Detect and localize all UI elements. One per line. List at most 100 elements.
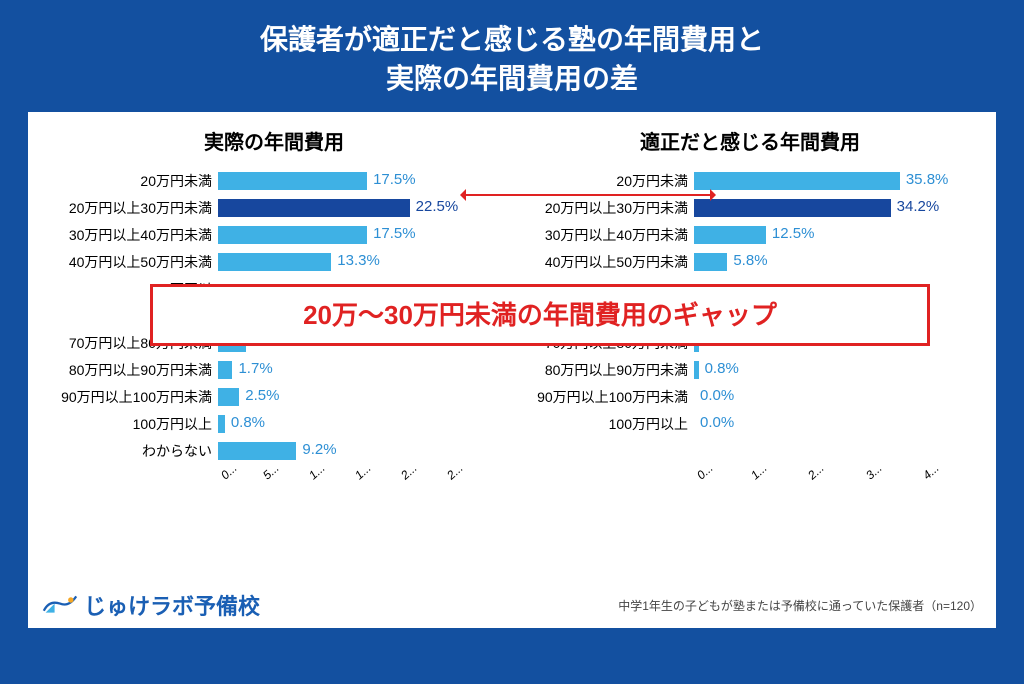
category-label: 30万円以上40万円未満 xyxy=(514,225,694,245)
axis-tick: 2... xyxy=(398,461,420,483)
category-label: 20万円未満 xyxy=(514,171,694,191)
axis-tick: 1... xyxy=(748,461,770,483)
axis-tick: 2... xyxy=(444,461,466,483)
category-label: 80万円以上90万円未満 xyxy=(514,360,694,380)
percent-label: 5.8% xyxy=(733,252,767,269)
table-row xyxy=(514,437,986,464)
bar-area: 9.2% xyxy=(218,440,510,462)
category-label: 80万円以上90万円未満 xyxy=(38,360,218,380)
bar-area: 12.5% xyxy=(694,224,986,246)
bar-area: 0.8% xyxy=(694,359,986,381)
category-label: わからない xyxy=(38,441,218,461)
percent-label: 22.5% xyxy=(416,198,459,215)
percent-label: 17.5% xyxy=(373,225,416,242)
bar xyxy=(218,442,296,460)
percent-label: 1.7% xyxy=(238,360,272,377)
bar xyxy=(694,199,891,217)
table-row: 100万円以上 0.0% xyxy=(514,410,986,437)
left-chart-title: 実際の年間費用 xyxy=(38,126,510,155)
callout-box: 20万〜30万円未満の年間費用のギャップ xyxy=(150,284,930,346)
percent-label: 0.8% xyxy=(705,360,739,377)
percent-label: 0.0% xyxy=(700,414,734,431)
logo-text: じゅけラボ予備校 xyxy=(84,589,260,621)
table-row: 20万円未満35.8% xyxy=(514,167,986,194)
bar-area: 2.5% xyxy=(218,386,510,408)
table-row: 20万円以上30万円未満 34.2% xyxy=(514,194,986,221)
footer-note: 中学1年生の子どもが塾または予備校に通っていた保護者（n=120） xyxy=(618,597,982,614)
bar xyxy=(218,226,367,244)
footer: じゅけラボ予備校 中学1年生の子どもが塾または予備校に通っていた保護者（n=12… xyxy=(28,582,996,628)
table-row: 20万円以上30万円未満 22.5% xyxy=(38,194,510,221)
bar-area: 5.8% xyxy=(694,251,986,273)
bar-area: 0.0% xyxy=(694,413,986,435)
right-axis: 0...1...2...3...4... xyxy=(694,470,986,496)
category-label: 20万円以上30万円未満 xyxy=(514,198,694,218)
bar-area: 13.3% xyxy=(218,251,510,273)
bar xyxy=(694,172,900,190)
title-line-1: 保護者が適正だと感じる塾の年間費用と xyxy=(260,24,764,55)
category-label: 40万円以上50万円未満 xyxy=(514,252,694,272)
table-row: わからない 9.2% xyxy=(38,437,510,464)
percent-label: 17.5% xyxy=(373,171,416,188)
table-row: 20万円未満 17.5% xyxy=(38,167,510,194)
percent-label: 0.0% xyxy=(700,387,734,404)
percent-label: 34.2% xyxy=(897,198,940,215)
bar xyxy=(694,253,727,271)
table-row: 90万円以上100万円未満 2.5% xyxy=(38,383,510,410)
callout-text: 20万〜30万円未満の年間費用のギャップ xyxy=(303,300,777,330)
category-label: 30万円以上40万円未満 xyxy=(38,225,218,245)
axis-tick: 3... xyxy=(863,461,885,483)
bar-area: 34.2% xyxy=(694,197,986,219)
percent-label: 2.5% xyxy=(245,387,279,404)
category-label: 100万円以上 xyxy=(514,414,694,434)
axis-tick: 2... xyxy=(805,461,827,483)
axis-tick: 0... xyxy=(694,461,716,483)
category-label: 100万円以上 xyxy=(38,414,218,434)
percent-label: 13.3% xyxy=(337,252,380,269)
bar xyxy=(694,226,766,244)
bar-area: 0.8% xyxy=(218,413,510,435)
bar-area: 17.5% xyxy=(218,224,510,246)
bar xyxy=(218,253,331,271)
category-label: 40万円以上50万円未満 xyxy=(38,252,218,272)
category-label: 20万円以上30万円未満 xyxy=(38,198,218,218)
axis-tick: 0... xyxy=(218,461,240,483)
right-chart-title: 適正だと感じる年間費用 xyxy=(514,126,986,155)
table-row: 30万円以上40万円未満 17.5% xyxy=(38,221,510,248)
axis-tick: 5... xyxy=(260,461,282,483)
chart-panel: 実際の年間費用 20万円未満 17.5% 20万円以上30万円未満 22.5% 30万円… xyxy=(28,112,996,628)
category-label: 90万円以上100万円未満 xyxy=(514,387,694,407)
bar-area: 22.5% xyxy=(218,197,510,219)
left-axis: 0...5...1...1...2...2... xyxy=(218,470,510,496)
table-row: 40万円以上50万円未満 13.3% xyxy=(38,248,510,275)
table-row: 100万円以上 0.8% xyxy=(38,410,510,437)
table-row: 30万円以上40万円未満 12.5% xyxy=(514,221,986,248)
logo: じゅけラボ予備校 xyxy=(42,589,260,621)
bar xyxy=(218,361,232,379)
title-line-2: 実際の年間費用の差 xyxy=(386,63,638,94)
percent-label: 0.8% xyxy=(231,414,265,431)
table-row: 80万円以上90万円未満 0.8% xyxy=(514,356,986,383)
axis-tick: 4... xyxy=(920,461,942,483)
category-label: 20万円未満 xyxy=(38,171,218,191)
category-label: 90万円以上100万円未満 xyxy=(38,387,218,407)
gap-arrow xyxy=(462,194,714,196)
logo-icon xyxy=(42,591,78,619)
axis-tick: 1... xyxy=(352,461,374,483)
root: 保護者が適正だと感じる塾の年間費用と 実際の年間費用の差 実際の年間費用 20万… xyxy=(0,0,1024,684)
bar xyxy=(218,388,239,406)
bar xyxy=(218,415,225,433)
percent-label: 12.5% xyxy=(772,225,815,242)
axis-tick: 1... xyxy=(306,461,328,483)
bar xyxy=(218,172,367,190)
bar-area xyxy=(694,440,986,462)
bar xyxy=(694,361,699,379)
table-row: 40万円以上50万円未満 5.8% xyxy=(514,248,986,275)
table-row: 90万円以上100万円未満 0.0% xyxy=(514,383,986,410)
bar-area: 0.0% xyxy=(694,386,986,408)
bar xyxy=(218,199,410,217)
bar-area: 35.8% xyxy=(694,170,986,192)
percent-label: 9.2% xyxy=(302,441,336,458)
table-row: 80万円以上90万円未満 1.7% xyxy=(38,356,510,383)
page-title: 保護者が適正だと感じる塾の年間費用と 実際の年間費用の差 xyxy=(0,0,1024,112)
